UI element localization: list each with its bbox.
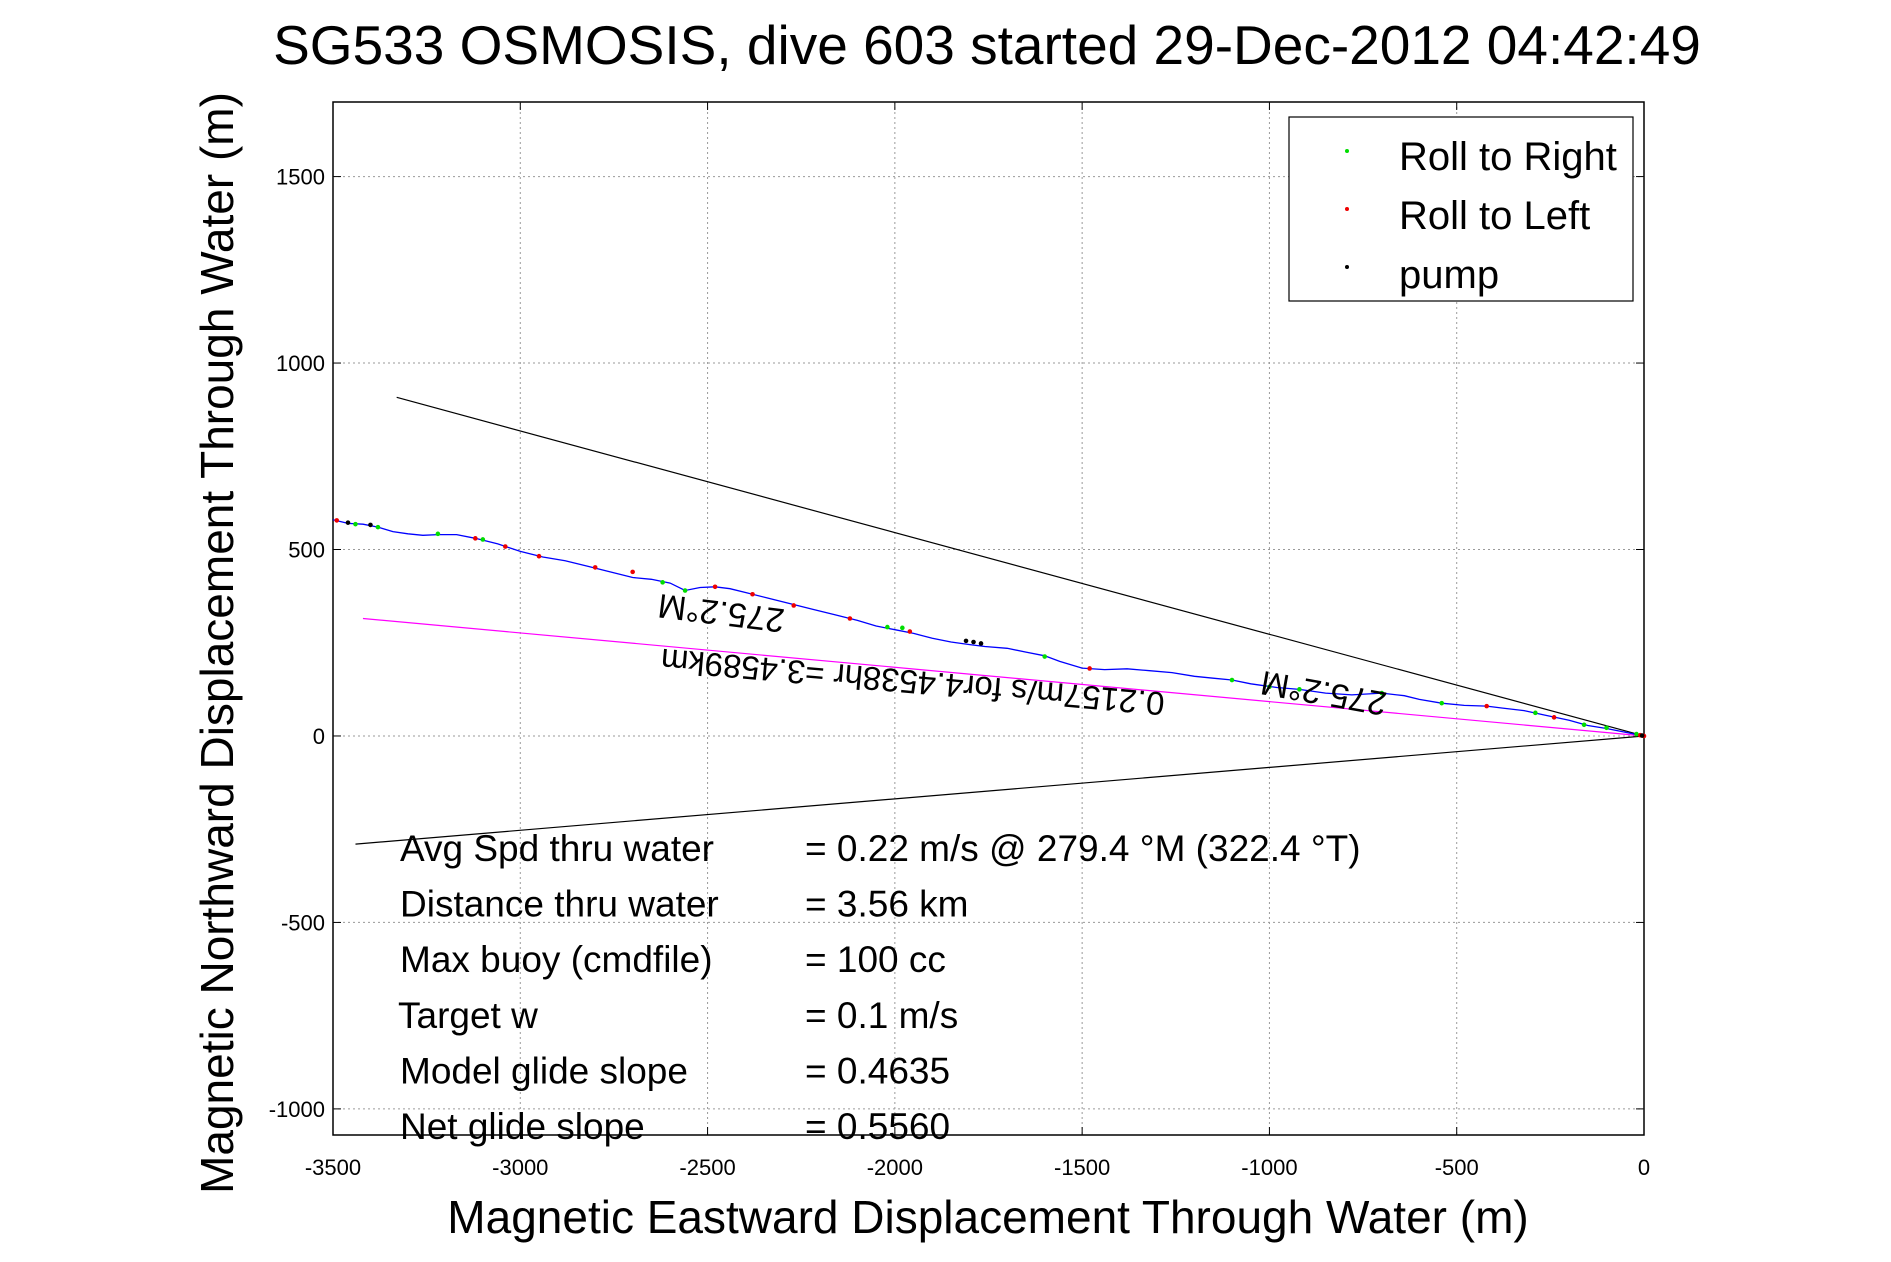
- roll-left-point: [847, 616, 853, 621]
- roll-right-point: [1439, 700, 1445, 706]
- plot-area: -3500 -3000 -2500 -2000 -1500 -1000 -500 0 -100…: [269, 101, 1650, 1180]
- mean-heading-line: [362, 617, 1645, 737]
- x-tick-label: -2500: [679, 1155, 735, 1180]
- legend-label-roll-left: Roll to Left: [1399, 194, 1590, 238]
- roll-left-point: [1551, 715, 1557, 720]
- x-tick-label: 0: [1638, 1155, 1650, 1180]
- roll-right-point: [1267, 684, 1272, 690]
- y-tick-label: -1000: [269, 1097, 325, 1122]
- roll-left-point: [334, 518, 340, 523]
- info-value: = 0.5560: [805, 1106, 950, 1147]
- legend-box: [1288, 116, 1634, 302]
- roll-right-point: [1533, 710, 1538, 716]
- roll-left-point: [907, 629, 913, 634]
- roll-pump-markers: [334, 518, 1647, 739]
- roll-right-point: [1297, 687, 1302, 692]
- roll-left-point: [630, 569, 635, 575]
- roll-right-point: [353, 521, 358, 527]
- info-label: Net glide slope: [400, 1106, 645, 1147]
- roll-left-point: [536, 553, 542, 559]
- info-label: Model glide slope: [400, 1050, 688, 1091]
- roll-left-point: [503, 544, 508, 549]
- roll-right-point: [1042, 654, 1047, 659]
- y-tick-label: 1000: [276, 351, 325, 376]
- track-series: [332, 519, 1645, 737]
- info-block: Avg Spd thru water = 0.22 m/s @ 279.4 °M …: [398, 828, 1361, 1147]
- x-tick-label: -500: [1435, 1155, 1479, 1180]
- roll-right-point: [480, 537, 486, 542]
- track-line: [332, 519, 1645, 737]
- pump-point: [1639, 733, 1645, 738]
- x-tick-label: -1500: [1054, 1155, 1110, 1180]
- roll-left-point: [473, 536, 478, 541]
- roll-left-point: [791, 603, 797, 608]
- pump-point: [978, 641, 984, 646]
- info-value: = 100 cc: [805, 939, 946, 980]
- chart-title: SG533 OSMOSIS, dive 603 started 29-Dec-2…: [273, 14, 1701, 76]
- pump-point: [368, 522, 373, 528]
- x-axis-ticks: -3500 -3000 -2500 -2000 -1500 -1000 -500 0: [305, 102, 1650, 1180]
- info-value: = 0.4635: [805, 1050, 950, 1091]
- y-tick-label: 1500: [276, 165, 325, 190]
- info-value: = 0.1 m/s: [805, 995, 958, 1036]
- y-tick-label: 0: [313, 724, 325, 749]
- info-value: = 0.22 m/s @ 279.4 °M (322.4 °T): [805, 828, 1361, 869]
- info-label: Distance thru water: [400, 884, 719, 925]
- grid: [333, 102, 1644, 1135]
- roll-right-point: [682, 588, 688, 593]
- x-tick-label: -2000: [867, 1155, 923, 1180]
- pump-point: [963, 638, 969, 644]
- x-tick-label: -3500: [305, 1155, 361, 1180]
- roll-right-point: [1581, 722, 1587, 728]
- x-tick-label: -3000: [492, 1155, 548, 1180]
- roll-right-point: [435, 531, 441, 537]
- roll-left-point: [1087, 666, 1092, 671]
- x-axis-label: Magnetic Eastward Displacement Through W…: [447, 1191, 1528, 1243]
- y-tick-label: 500: [288, 538, 325, 563]
- legend-marker-pump: [1345, 265, 1349, 269]
- heading-limit-line: [355, 735, 1645, 845]
- roll-right-point: [1229, 677, 1235, 683]
- roll-left-point: [592, 565, 598, 570]
- legend-marker-roll-left: [1345, 207, 1349, 211]
- legend-label-roll-right: Roll to Right: [1399, 135, 1617, 179]
- legend-marker-roll-right: [1345, 149, 1349, 153]
- info-label: Max buoy (cmdfile): [400, 939, 713, 980]
- roll-right-point: [1379, 690, 1385, 696]
- roll-right-point: [1604, 725, 1609, 731]
- pump-point: [345, 520, 351, 525]
- roll-right-point: [900, 625, 905, 631]
- info-value: = 3.56 km: [805, 884, 969, 925]
- y-axis-label: Magnetic Northward Displacement Through …: [191, 92, 243, 1194]
- info-label: Target w: [398, 995, 538, 1036]
- x-tick-label: -1000: [1241, 1155, 1297, 1180]
- heading-limit-line: [396, 396, 1645, 737]
- legend-label-pump: pump: [1399, 253, 1499, 297]
- reference-lines: [355, 396, 1645, 845]
- roll-right-point: [660, 580, 665, 585]
- legend: Roll to Right Roll to Left pump: [1288, 116, 1634, 302]
- y-tick-label: -500: [281, 910, 325, 935]
- roll-left-point: [1484, 703, 1489, 709]
- roll-right-point: [375, 524, 381, 530]
- roll-right-point: [1634, 731, 1639, 737]
- info-label: Avg Spd thru water: [400, 828, 714, 869]
- roll-right-point: [885, 624, 890, 630]
- pump-point: [971, 639, 976, 645]
- roll-left-point: [712, 584, 718, 590]
- roll-left-point: [750, 591, 755, 597]
- y-axis-ticks: -1000 -500 0 500 1000 1500: [269, 165, 1644, 1122]
